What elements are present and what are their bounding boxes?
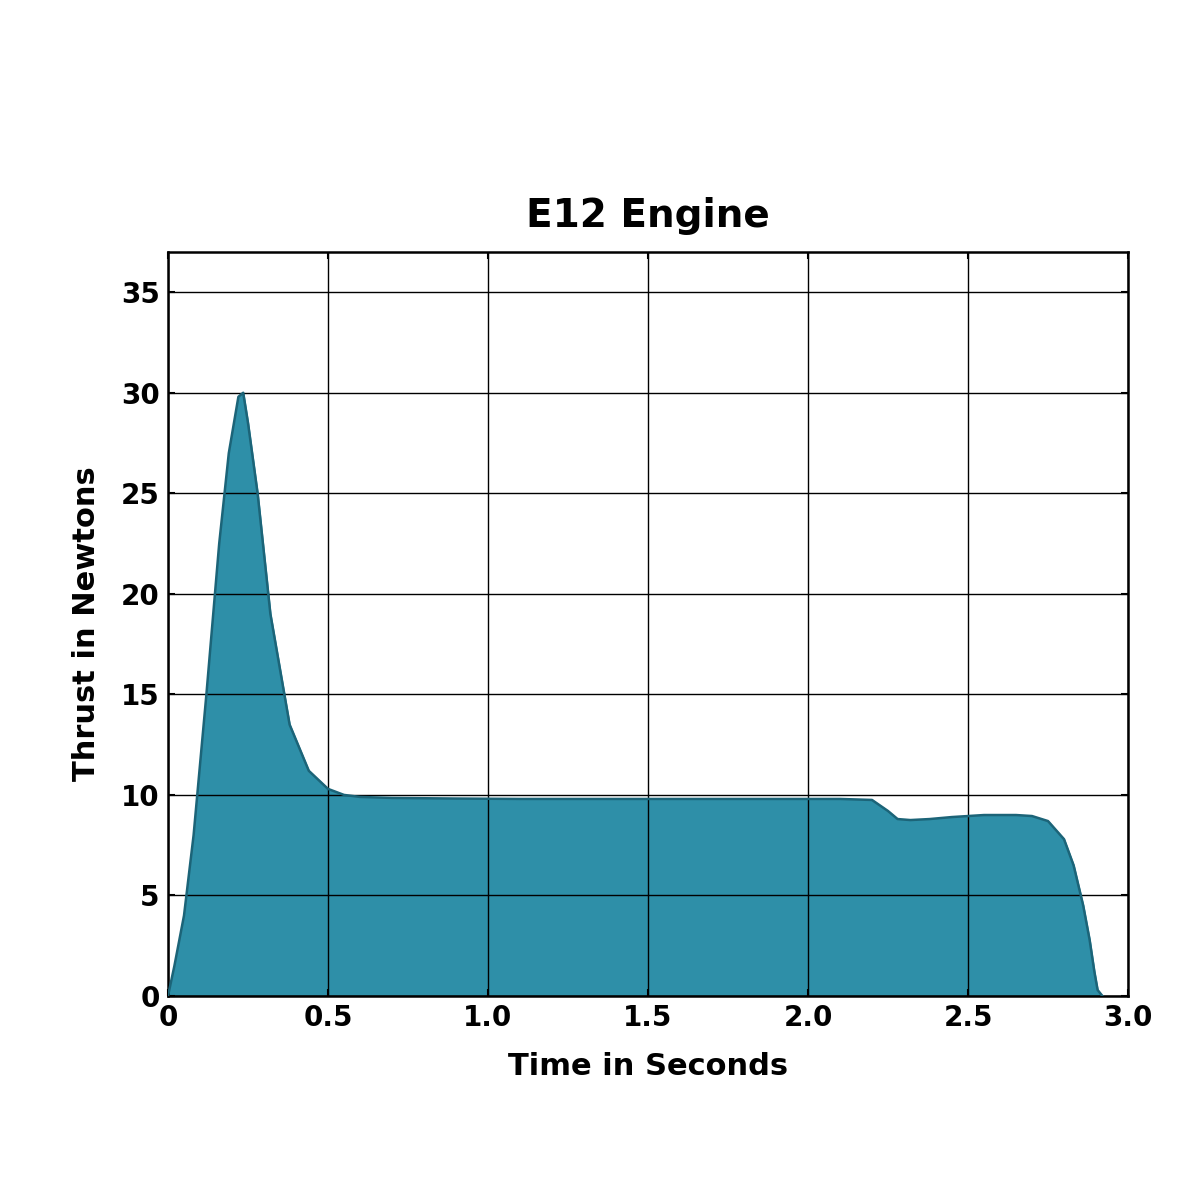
X-axis label: Time in Seconds: Time in Seconds xyxy=(508,1051,788,1081)
Y-axis label: Thrust in Newtons: Thrust in Newtons xyxy=(72,467,101,781)
Title: E12 Engine: E12 Engine xyxy=(526,197,770,235)
